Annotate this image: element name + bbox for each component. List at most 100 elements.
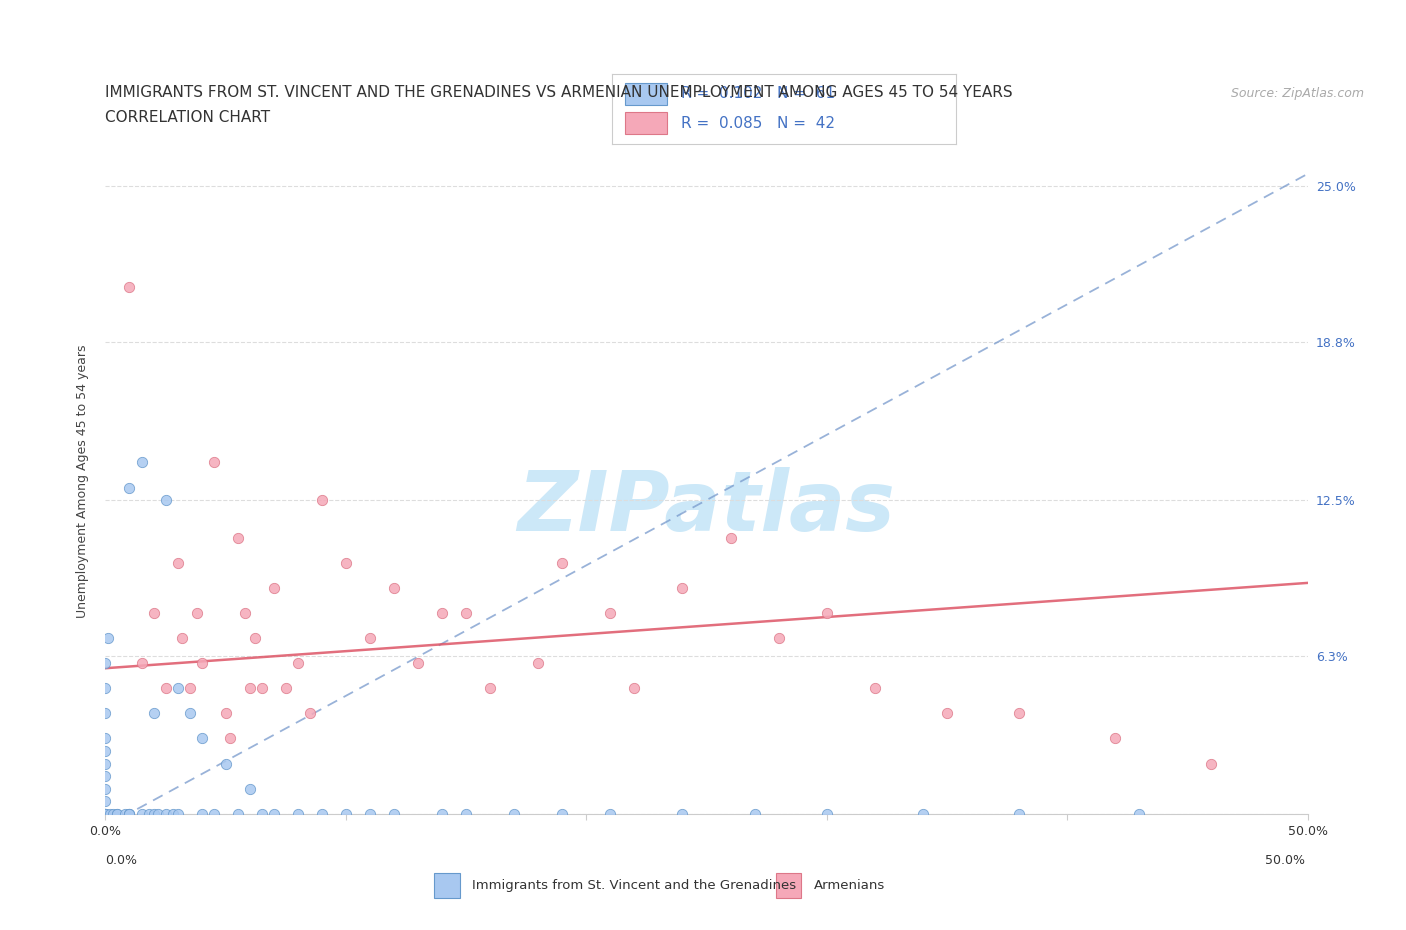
Point [142,806,165,821]
Point [1201,756,1223,771]
Point [118,279,141,294]
Point [263,806,285,821]
Text: Armenians: Armenians [814,880,886,892]
Bar [626,83,666,105]
Point [599,605,621,620]
Point [311,493,333,508]
Point [382,806,405,821]
Point [142,706,165,721]
Point [118,480,141,495]
Point [226,530,249,545]
Point [166,806,188,821]
Point [94,781,117,796]
Point [671,806,693,821]
Text: 0.0%: 0.0% [105,854,138,867]
Point [162,806,184,821]
Point [118,806,141,821]
Point [202,455,225,470]
Point [263,580,285,595]
Point [671,580,693,595]
Point [114,806,136,821]
Point [382,580,405,595]
Point [107,806,129,821]
Point [720,530,742,545]
Text: Source: ZipAtlas.com: Source: ZipAtlas.com [1230,86,1364,100]
Point [863,681,886,696]
Point [155,681,177,696]
Point [406,656,429,671]
Point [172,631,194,645]
Point [131,806,153,821]
Point [94,681,117,696]
Point [94,756,117,771]
Point [166,555,188,570]
Point [97,631,120,645]
Point [226,806,249,821]
Point [815,605,838,620]
Point [503,806,526,821]
Point [131,455,153,470]
Point [744,806,766,821]
Point [479,681,502,696]
Point [166,681,188,696]
Point [202,806,225,821]
Point [551,806,574,821]
Point [107,806,129,821]
Point [250,681,273,696]
Point [186,605,208,620]
Point [335,806,357,821]
Point [118,806,141,821]
Point [94,806,117,821]
Point [454,605,477,620]
Text: R =  0.085   N =  42: R = 0.085 N = 42 [681,115,835,131]
Text: 50.0%: 50.0% [1265,854,1305,867]
Point [430,806,453,821]
Point [138,806,160,821]
Point [1104,731,1126,746]
Text: Immigrants from St. Vincent and the Grenadines: Immigrants from St. Vincent and the Gren… [472,880,797,892]
Point [233,605,256,620]
Point [815,806,838,821]
Point [190,656,212,671]
Point [359,631,381,645]
Point [239,781,262,796]
Text: R =  0.102   N =  61: R = 0.102 N = 61 [681,86,835,101]
Bar [434,873,460,898]
Point [94,769,117,784]
Y-axis label: Unemployment Among Ages 45 to 54 years: Unemployment Among Ages 45 to 54 years [76,344,90,618]
Point [94,806,117,821]
Point [239,681,262,696]
Point [179,706,201,721]
Point [1008,806,1031,821]
Point [179,681,201,696]
Text: ZIPatlas: ZIPatlas [517,468,896,549]
Point [214,756,236,771]
Point [274,681,297,696]
Point [1128,806,1150,821]
Point [155,493,177,508]
Point [454,806,477,821]
Point [311,806,333,821]
Point [94,744,117,759]
Point [94,806,117,821]
Point [527,656,550,671]
Point [94,731,117,746]
Point [142,605,165,620]
Point [768,631,790,645]
Point [131,656,153,671]
Text: IMMIGRANTS FROM ST. VINCENT AND THE GRENADINES VS ARMENIAN UNEMPLOYMENT AMONG AG: IMMIGRANTS FROM ST. VINCENT AND THE GREN… [105,85,1014,100]
Point [1008,706,1031,721]
Point [155,806,177,821]
Point [243,631,266,645]
Point [250,806,273,821]
Point [551,555,574,570]
Point [98,806,121,821]
Point [94,806,117,821]
Point [219,731,242,746]
Point [214,706,236,721]
Point [94,794,117,809]
Point [148,806,170,821]
Point [94,706,117,721]
Point [94,806,117,821]
Point [298,706,321,721]
